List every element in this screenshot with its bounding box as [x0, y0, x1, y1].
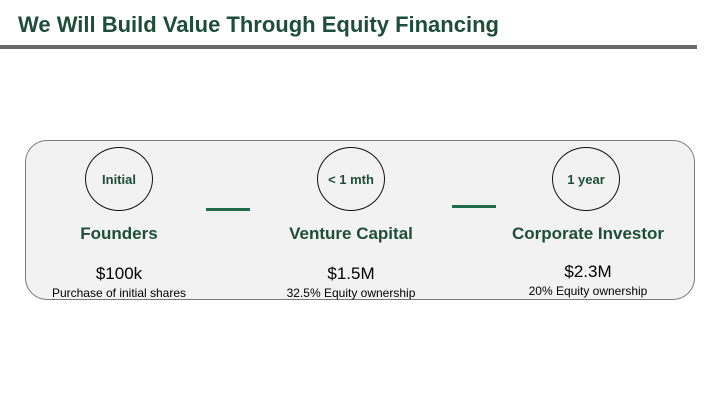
stage-amount-founders: $100k	[95, 264, 143, 283]
stage-badge-venture-capital: < 1 mth	[317, 147, 385, 211]
stage-description-venture-capital: 32.5% Equity ownership	[286, 286, 416, 300]
stage-badge-label: 1 year	[567, 171, 605, 187]
title-divider	[0, 45, 697, 49]
stage-connector-1	[206, 208, 250, 211]
stage-badge-label: Initial	[102, 171, 136, 187]
stage-badge-founders: Initial	[85, 147, 153, 211]
stage-name-corporate-investor: Corporate Investor	[511, 224, 665, 243]
stage-name-founders: Founders	[80, 224, 158, 243]
slide-title: We Will Build Value Through Equity Finan…	[18, 12, 499, 37]
stage-name-venture-capital: Venture Capital	[289, 224, 413, 243]
stage-amount-corporate-investor: $2.3M	[564, 262, 612, 281]
stage-connector-2	[452, 205, 496, 208]
stage-badge-corporate-investor: 1 year	[552, 147, 620, 211]
stage-description-founders: Purchase of initial shares	[51, 286, 187, 300]
stage-description-corporate-investor: 20% Equity ownership	[528, 284, 648, 298]
stage-badge-label: < 1 mth	[328, 171, 374, 187]
stage-amount-venture-capital: $1.5M	[327, 264, 375, 283]
